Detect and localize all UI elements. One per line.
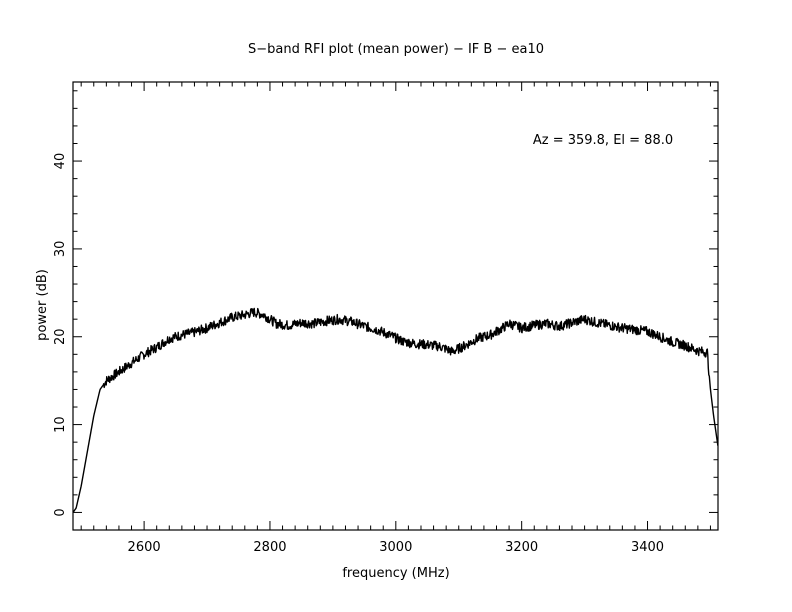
y-tick-label: 20 [53, 328, 68, 345]
x-tick-label: 2600 [128, 540, 161, 555]
plot-frame [72, 81, 719, 531]
annotation-az-el: Az = 359.8, El = 88.0 [533, 133, 673, 148]
y-tick-label: 30 [53, 241, 68, 258]
y-tick-label: 10 [53, 416, 68, 433]
y-tick-label: 0 [53, 508, 68, 516]
y-tick-label: 40 [53, 153, 68, 170]
x-tick-label: 3000 [379, 540, 412, 555]
x-tick-label: 3200 [505, 540, 538, 555]
x-tick-label: 2800 [253, 540, 286, 555]
tick-labels: 2600 2800 3000 3200 3400 0 10 20 30 40 [53, 153, 664, 555]
series-group [72, 307, 719, 513]
y-axis-label: power (dB) [35, 269, 50, 341]
x-axis-label: frequency (MHz) [342, 566, 449, 581]
series-line [72, 307, 719, 513]
x-tick-label: 3400 [631, 540, 664, 555]
chart-title: S−band RFI plot (mean power) − IF B − ea… [248, 42, 544, 57]
axis-ticks [73, 82, 718, 531]
